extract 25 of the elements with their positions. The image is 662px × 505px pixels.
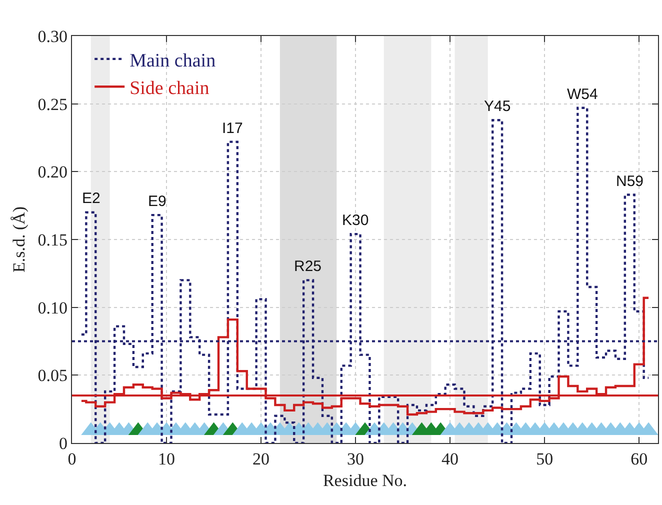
- y-tick-label: 0.10: [38, 298, 68, 318]
- y-axis-title: E.s.d. (Å): [9, 206, 28, 273]
- annotation: K30: [342, 212, 369, 229]
- y-tick-label: 0.15: [38, 230, 68, 250]
- y-tick-label: 0.20: [38, 162, 68, 182]
- x-tick-label: 20: [252, 450, 270, 468]
- annotation: Y45: [484, 98, 511, 115]
- x-tick-label: 30: [347, 450, 364, 468]
- x-tick-label: 60: [630, 450, 648, 468]
- annotation: R25: [294, 258, 322, 275]
- x-tick-label: 40: [442, 450, 459, 468]
- annotation: I17: [222, 120, 243, 137]
- y-tick-label: 0: [59, 434, 68, 453]
- annotation: N59: [616, 173, 644, 190]
- y-tick-label: 0.30: [38, 26, 68, 46]
- annotation: E9: [148, 193, 166, 210]
- annotation: E2: [82, 190, 100, 207]
- legend-label: Main chain: [130, 50, 216, 72]
- x-tick-label: 50: [536, 450, 554, 468]
- x-tick-label: 10: [158, 450, 176, 468]
- annotation: W54: [567, 86, 598, 103]
- x-axis-title: Residue No.: [322, 470, 408, 490]
- y-tick-label: 0.05: [38, 366, 68, 386]
- y-tick-label: 0.25: [38, 94, 68, 114]
- legend-label: Side chain: [130, 78, 210, 100]
